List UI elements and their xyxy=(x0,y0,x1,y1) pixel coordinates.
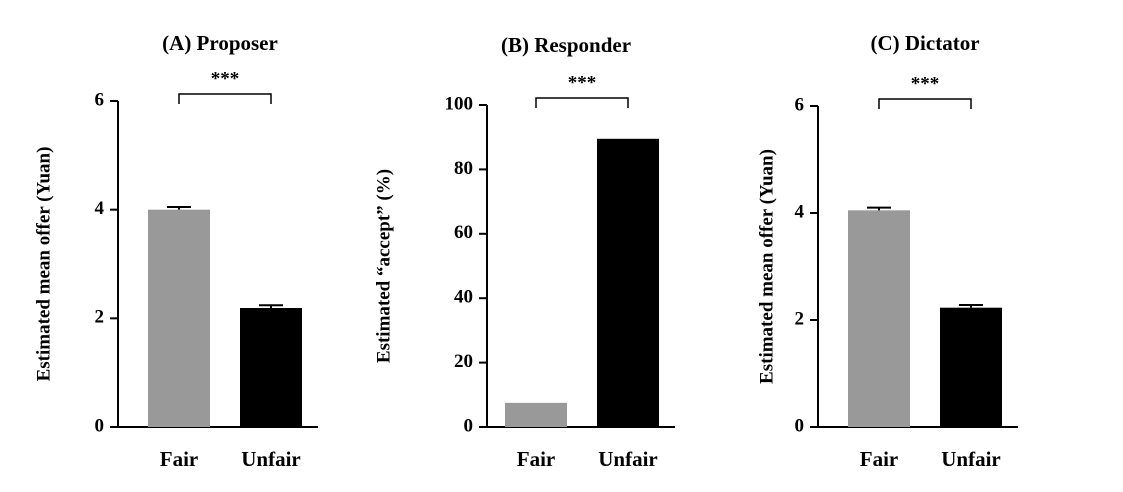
significance-bracket xyxy=(878,98,972,109)
y-tick-label: 0 xyxy=(795,415,805,436)
y-axis-label: Estimated mean offer (Yuan) xyxy=(756,149,777,384)
bar xyxy=(240,308,302,427)
y-tick-label: 2 xyxy=(795,308,805,329)
x-tick-label: Fair xyxy=(160,447,198,471)
bar xyxy=(597,138,659,427)
x-tick-label: Unfair xyxy=(241,447,301,471)
y-tick-label: 6 xyxy=(95,89,105,110)
panel-title: (B) Responder xyxy=(501,33,631,57)
y-tick-label: 80 xyxy=(454,158,473,179)
significance-label: *** xyxy=(211,68,240,89)
bar xyxy=(148,209,210,427)
y-tick-label: 4 xyxy=(95,198,105,219)
y-tick-label: 40 xyxy=(454,287,473,308)
x-tick-label: Unfair xyxy=(598,447,658,471)
y-tick-label: 2 xyxy=(95,307,105,328)
bar xyxy=(940,307,1002,427)
x-tick-label: Fair xyxy=(517,447,555,471)
significance-bracket xyxy=(178,93,272,104)
error-bar xyxy=(867,206,891,211)
bar xyxy=(505,402,567,427)
y-axis-label: Estimated “accept” (%) xyxy=(373,169,394,363)
significance-label: *** xyxy=(568,72,597,93)
y-tick-label: 0 xyxy=(95,415,105,436)
significance-label: *** xyxy=(911,73,940,94)
panel-title: (A) Proposer xyxy=(162,31,278,55)
bar xyxy=(848,210,910,427)
y-tick-label: 100 xyxy=(445,93,474,114)
x-tick-label: Unfair xyxy=(941,447,1001,471)
error-bar xyxy=(259,304,283,309)
y-tick-label: 0 xyxy=(464,415,474,436)
y-axis-label: Estimated mean offer (Yuan) xyxy=(33,147,54,382)
y-tick-label: 20 xyxy=(454,351,473,372)
panel-title: (C) Dictator xyxy=(870,31,979,55)
y-tick-label: 4 xyxy=(795,201,805,222)
x-tick-label: Fair xyxy=(860,447,898,471)
y-tick-label: 6 xyxy=(795,94,805,115)
y-tick-label: 60 xyxy=(454,222,473,243)
error-bar xyxy=(167,205,191,210)
significance-bracket xyxy=(535,97,629,108)
error-bar xyxy=(959,304,983,308)
